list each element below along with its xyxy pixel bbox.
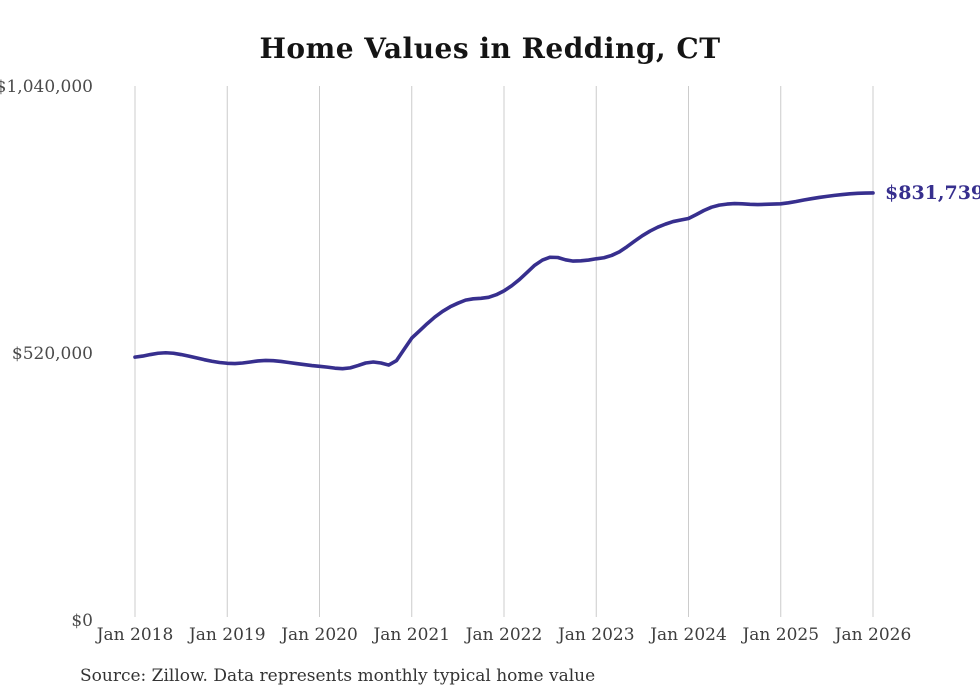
source-note: Source: Zillow. Data represents monthly … [80, 666, 596, 686]
chart-title: Home Values in Redding, CT [259, 32, 721, 65]
latest-value-label: $831,739 [885, 182, 980, 204]
home-value-line [133, 191, 875, 371]
x-tick-label: Jan 2026 [833, 625, 912, 645]
x-tick-label: Jan 2023 [556, 625, 635, 645]
x-tick-label: Jan 2024 [648, 625, 727, 645]
y-tick-label: $520,000 [12, 344, 93, 364]
y-tick-label: $1,040,000 [0, 77, 93, 97]
x-tick-label: Jan 2025 [740, 625, 819, 645]
x-tick-label: Jan 2021 [371, 625, 450, 645]
x-tick-label: Jan 2018 [95, 625, 174, 645]
x-tick-label: Jan 2020 [279, 625, 358, 645]
x-tick-label: Jan 2019 [187, 625, 266, 645]
x-tick-label: Jan 2022 [464, 625, 543, 645]
y-tick-label: $0 [71, 611, 93, 631]
